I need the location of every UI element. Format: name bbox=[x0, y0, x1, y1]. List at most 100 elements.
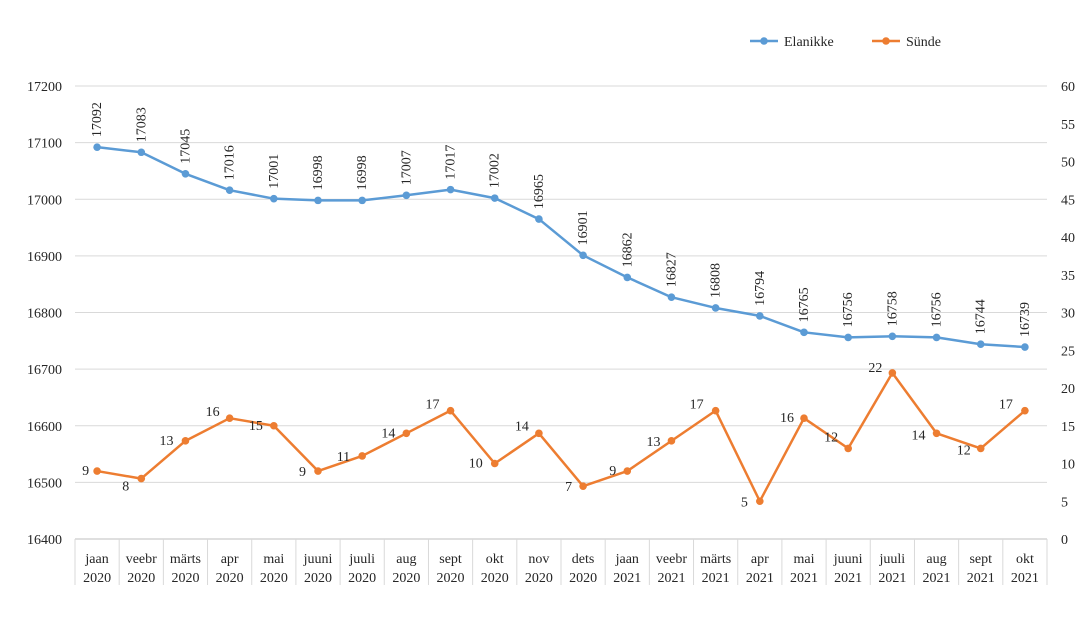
data-point bbox=[579, 482, 587, 490]
data-label: 13 bbox=[646, 435, 660, 450]
data-label: 9 bbox=[609, 464, 616, 479]
data-point bbox=[181, 169, 190, 178]
x-tick-label-month: mai bbox=[263, 552, 284, 567]
data-label: 12 bbox=[824, 430, 838, 445]
data-point bbox=[711, 304, 720, 312]
x-tick-label-year: 2021 bbox=[1011, 571, 1039, 586]
data-label: 13 bbox=[159, 434, 173, 449]
data-point bbox=[358, 196, 366, 205]
x-tick-label-month: okt bbox=[1016, 552, 1034, 567]
data-label: 8 bbox=[122, 480, 129, 495]
data-label: 16827 bbox=[664, 252, 679, 287]
data-point bbox=[888, 369, 897, 377]
y-left-tick-label: 17000 bbox=[27, 193, 62, 208]
data-point bbox=[844, 444, 852, 453]
x-tick-label-month: nov bbox=[528, 552, 549, 567]
data-point bbox=[976, 340, 985, 349]
data-label: 16794 bbox=[753, 271, 768, 306]
x-tick-label-year: 2020 bbox=[481, 571, 509, 586]
data-label: 12 bbox=[957, 443, 971, 458]
data-point bbox=[490, 459, 499, 468]
data-point bbox=[314, 196, 322, 205]
data-point bbox=[137, 148, 146, 157]
data-point bbox=[844, 333, 852, 342]
data-label: 9 bbox=[299, 465, 306, 480]
data-point bbox=[225, 186, 234, 194]
series-line bbox=[96, 371, 1026, 503]
data-label: 16808 bbox=[709, 263, 724, 298]
data-label: 17007 bbox=[399, 150, 414, 185]
data-point bbox=[756, 497, 764, 506]
y-right-tick-label: 40 bbox=[1061, 231, 1075, 246]
x-tick-label-month: veebr bbox=[656, 552, 687, 567]
data-label: 17 bbox=[999, 398, 1013, 413]
x-tick-label-year: 2020 bbox=[260, 571, 288, 586]
data-point bbox=[711, 406, 720, 415]
x-tick-label-month: mai bbox=[794, 552, 815, 567]
x-tick-label-year: 2021 bbox=[967, 571, 995, 586]
data-point bbox=[314, 467, 322, 475]
x-tick-label-month: aug bbox=[926, 552, 946, 567]
data-label: 17 bbox=[426, 398, 440, 413]
data-label: 16756 bbox=[930, 292, 945, 327]
x-tick-label-month: veebr bbox=[126, 552, 157, 567]
data-point bbox=[270, 421, 278, 430]
y-left-tick-label: 16600 bbox=[27, 420, 62, 435]
y-right-tick-label: 35 bbox=[1061, 269, 1075, 284]
data-label: 14 bbox=[381, 426, 395, 441]
x-tick-label-year: 2020 bbox=[304, 571, 332, 586]
x-tick-label-year: 2021 bbox=[702, 571, 730, 586]
y-left-tick-label: 17100 bbox=[27, 137, 62, 152]
y-right-tick-label: 55 bbox=[1061, 118, 1075, 133]
data-label: 16758 bbox=[885, 291, 900, 326]
y-right-tick-label: 5 bbox=[1061, 495, 1068, 510]
series-group bbox=[93, 143, 1029, 506]
data-label: 5 bbox=[741, 495, 748, 510]
axes: 1640016500166001670016800169001700017100… bbox=[27, 80, 1075, 586]
x-tick-label-year: 2020 bbox=[171, 571, 199, 586]
x-tick-label-year: 2020 bbox=[525, 571, 553, 586]
x-tick-label-month: okt bbox=[486, 552, 504, 567]
y-left-tick-label: 16900 bbox=[27, 250, 62, 265]
data-label: 16756 bbox=[841, 292, 856, 327]
data-point bbox=[535, 215, 543, 223]
x-tick-label-year: 2021 bbox=[923, 571, 951, 586]
x-tick-label-month: juuli bbox=[879, 552, 906, 567]
y-right-tick-label: 20 bbox=[1061, 382, 1075, 397]
data-label: 16 bbox=[206, 405, 220, 420]
data-point bbox=[181, 437, 190, 445]
y-left-tick-label: 16400 bbox=[27, 533, 62, 548]
data-point bbox=[93, 467, 101, 475]
y-right-tick-label: 15 bbox=[1061, 420, 1075, 435]
data-point bbox=[490, 194, 499, 202]
gridlines bbox=[75, 85, 1047, 483]
data-point bbox=[402, 191, 411, 200]
x-tick-label-year: 2021 bbox=[613, 571, 641, 586]
x-tick-label-year: 2020 bbox=[569, 571, 597, 586]
data-point bbox=[800, 414, 808, 423]
data-label: 16998 bbox=[355, 155, 370, 190]
y-right-tick-label: 0 bbox=[1061, 533, 1068, 548]
data-label: 10 bbox=[469, 457, 483, 472]
data-point bbox=[358, 452, 366, 460]
y-right-tick-label: 10 bbox=[1061, 458, 1075, 473]
y-left-tick-label: 17200 bbox=[27, 80, 62, 95]
x-tick-label-month: apr bbox=[221, 552, 239, 567]
x-tick-label-year: 2020 bbox=[392, 571, 420, 586]
data-label: 11 bbox=[337, 450, 350, 465]
y-left-tick-label: 16700 bbox=[27, 363, 62, 378]
y-left-tick-label: 16500 bbox=[27, 476, 62, 491]
y-right-tick-label: 25 bbox=[1061, 344, 1075, 359]
data-point bbox=[667, 437, 676, 445]
x-tick-label-year: 2020 bbox=[348, 571, 376, 586]
y-right-tick-label: 60 bbox=[1061, 80, 1075, 95]
x-tick-label-year: 2020 bbox=[437, 571, 465, 586]
data-label: 17001 bbox=[267, 154, 282, 189]
x-tick-label-year: 2020 bbox=[83, 571, 111, 586]
x-tick-label-month: dets bbox=[572, 552, 595, 567]
data-label: 16998 bbox=[311, 155, 326, 190]
data-point bbox=[446, 185, 455, 194]
data-point bbox=[402, 429, 411, 438]
